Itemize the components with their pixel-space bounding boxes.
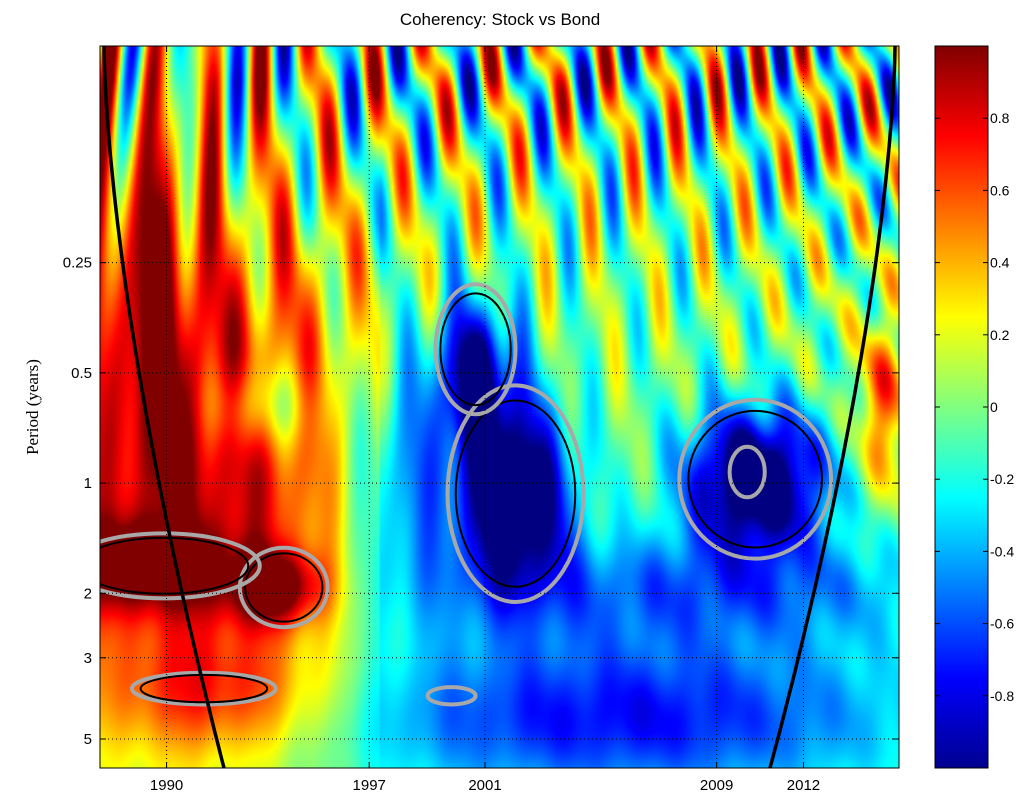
significance-contour-outer (433, 282, 518, 417)
colorbar-tick-label: -0.8 (990, 688, 1014, 704)
x-tick-label: 1990 (150, 777, 183, 794)
significance-contour-outer (727, 444, 767, 500)
significance-contour-inner (439, 292, 512, 407)
significance-contour-inner (100, 536, 250, 595)
heatmap-area (100, 46, 899, 768)
x-tick-label: 2001 (468, 777, 501, 794)
cone-of-influence (102, 46, 897, 768)
significance-contour-outer (129, 670, 278, 707)
y-axis-label: Period (years) (23, 359, 42, 455)
colorbar-tick-label: 0.2 (990, 327, 1010, 343)
x-tick-label: 1997 (353, 777, 386, 794)
significance-contour-inner (139, 673, 269, 704)
chart-title: Coherency: Stock vs Bond (400, 10, 600, 29)
colorbar-tick-label: 0 (990, 399, 998, 415)
significance-contour-outer (677, 397, 834, 561)
grid-lines (100, 46, 899, 768)
coi-left-curve (102, 46, 226, 768)
y-tick-label: 0.25 (63, 255, 92, 272)
y-tick-label: 5 (84, 731, 92, 748)
colorbar-ticks: 0.8 0.6 0.4 0.2 0 -0.2 -0.4 -0.6 -0.8 (935, 110, 1014, 704)
colorbar-tick-label: 0.6 (990, 182, 1010, 198)
y-tick-label: 0.5 (71, 365, 92, 382)
significance-contour-outer (425, 685, 478, 707)
colorbar-tick-label: -0.4 (990, 543, 1014, 559)
x-tick-label: 2012 (787, 777, 820, 794)
significance-contour-inner (687, 409, 823, 549)
significance-contour-inner (454, 399, 577, 588)
significance-contour-inner (244, 552, 324, 623)
x-tick-label: 2009 (700, 777, 733, 794)
colorbar-tick-label: -0.2 (990, 471, 1014, 487)
coi-right-curve (768, 46, 897, 768)
coherency-heatmap (100, 46, 899, 768)
plot-frame (99, 45, 900, 769)
y-tick-label: 3 (84, 650, 92, 667)
colorbar-tick-label: -0.6 (990, 616, 1014, 632)
y-tick-label: 1 (84, 475, 92, 492)
significance-contour-outer (445, 383, 586, 604)
colorbar-tick-label: 0.4 (990, 255, 1010, 271)
colorbar-tick-label: 0.8 (990, 110, 1010, 126)
y-tick-label: 2 (84, 585, 92, 602)
significance-contours (100, 282, 834, 707)
x-axis: 1990 1997 2001 2009 2012 (150, 46, 820, 794)
y-axis: 0.25 0.5 1 2 3 5 (63, 255, 899, 748)
significance-contour-outer (100, 531, 262, 601)
colorbar (934, 45, 989, 769)
